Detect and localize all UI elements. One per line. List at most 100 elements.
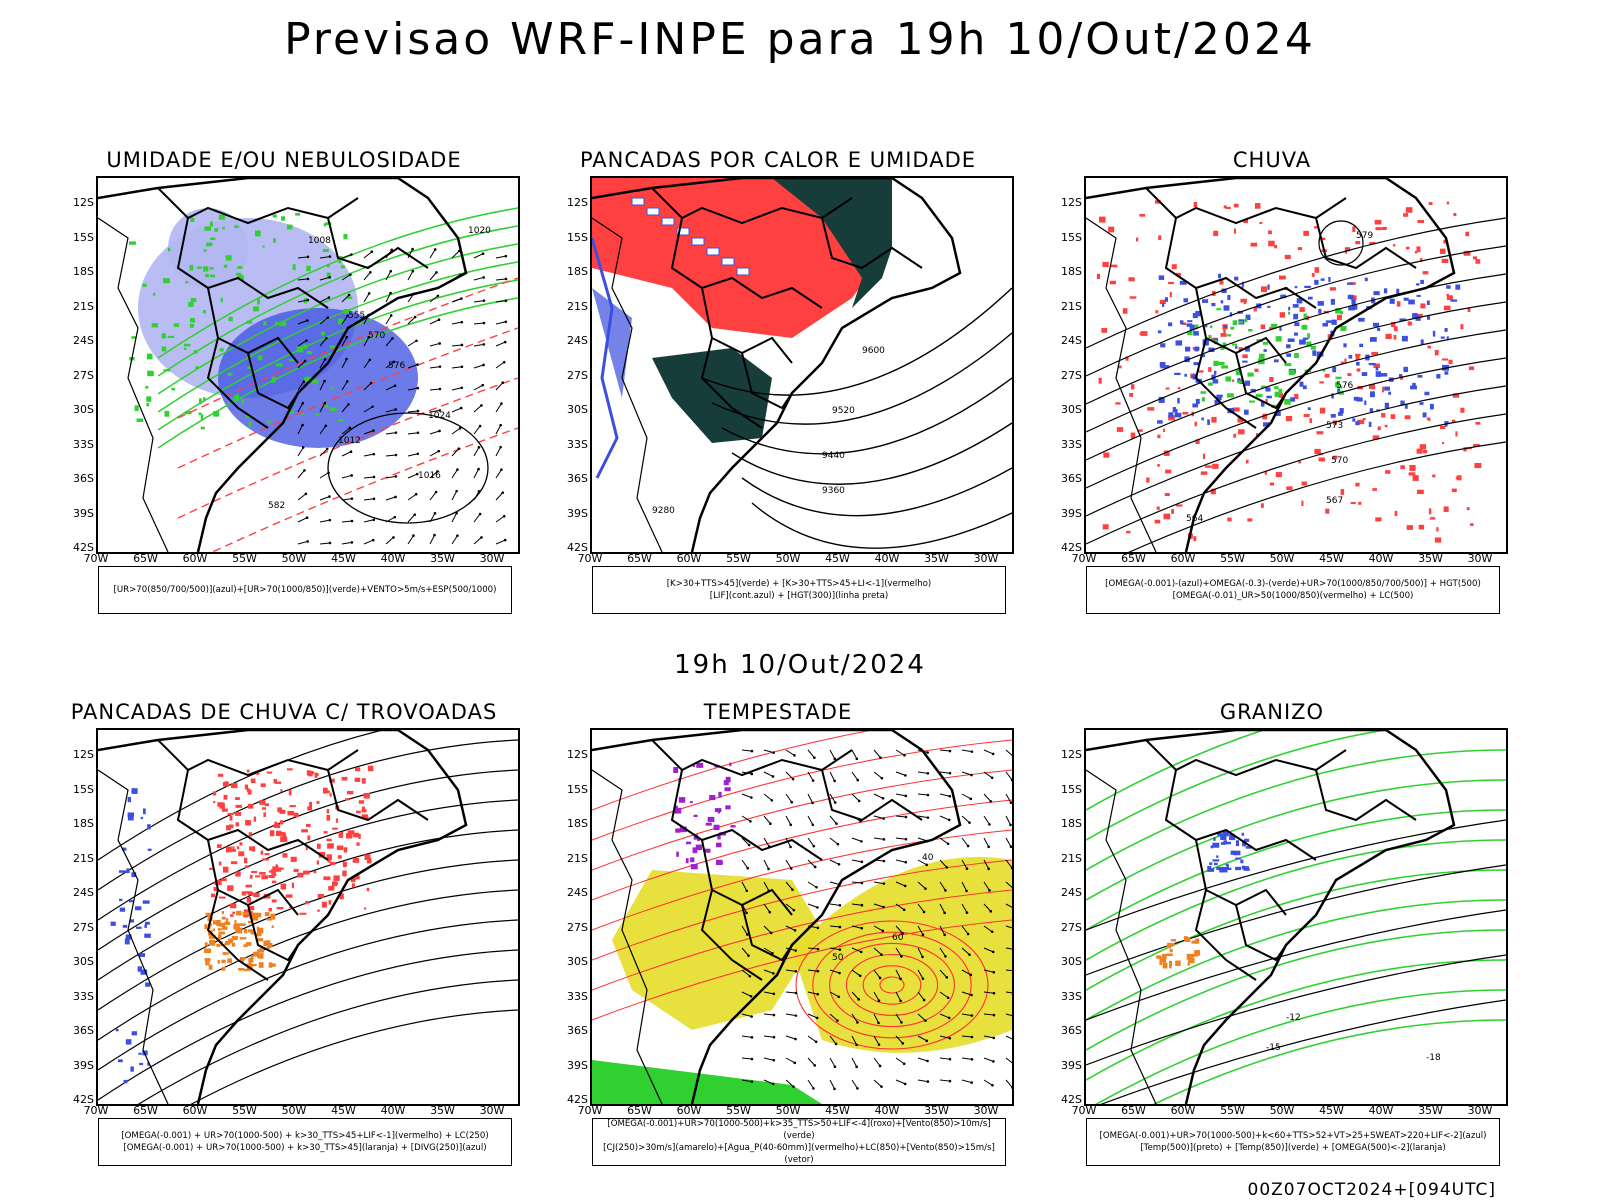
wind-vector — [763, 859, 770, 870]
rain-red-cell — [1115, 402, 1121, 405]
longitude-label: 70W — [83, 552, 109, 565]
wind-vector — [939, 771, 950, 774]
wind-vector-head — [305, 516, 309, 519]
divergence-blue-cell — [121, 847, 127, 851]
wind-vector — [917, 1079, 928, 1083]
rain-green-cell — [1322, 369, 1326, 372]
latitude-label: 36S — [73, 1024, 94, 1037]
wind-vector — [429, 491, 437, 501]
wind-vector-head — [926, 1080, 930, 1083]
rain-red-cell — [1417, 219, 1425, 224]
storm-red-cell — [328, 900, 332, 905]
storm-red-cell — [221, 808, 228, 812]
rain-green-cell — [1244, 318, 1248, 323]
divergence-blue-cell — [147, 848, 152, 851]
wind-vector-head — [502, 360, 506, 364]
storm-red-cell — [209, 867, 214, 870]
wind-vector — [741, 969, 751, 977]
rain-blue-cell — [1330, 414, 1336, 418]
divergence-blue-cell — [117, 1059, 123, 1063]
wind-vector — [385, 432, 396, 435]
divergence-blue-cell — [147, 1062, 150, 1066]
wind-vector-head — [992, 991, 996, 995]
wind-vector — [895, 1079, 906, 1085]
storm-orange-cell — [256, 927, 264, 934]
wind-vector-head — [745, 933, 749, 936]
divergence-blue-cell — [123, 1079, 128, 1084]
rain-red-cell — [1101, 327, 1108, 333]
storm-red-cell — [305, 844, 308, 851]
rain-red-cell — [1443, 305, 1451, 311]
severe-purple-cell — [713, 824, 720, 831]
hail-blue-cell — [1219, 869, 1224, 873]
wind-vector — [939, 749, 950, 752]
wind-vector — [341, 315, 349, 325]
wind-vector-head — [304, 492, 308, 496]
wind-vector-head — [813, 756, 816, 760]
divergence-blue-cell — [138, 953, 146, 957]
storm-orange-cell — [228, 938, 234, 943]
rain-blue-cell — [1368, 421, 1372, 427]
legend-text: [OMEGA(-0.001)+UR>70(1000-500)+k>35_TTS>… — [607, 1119, 991, 1141]
wind-vector — [473, 447, 480, 457]
severe-purple-cell — [692, 763, 696, 767]
divergence-blue-cell — [125, 1039, 132, 1045]
severe-purple-cell — [690, 857, 695, 863]
rain-red-cell — [1135, 237, 1139, 242]
rain-red-cell — [1159, 299, 1166, 305]
storm-red-cell — [253, 892, 260, 898]
wind-vector — [385, 315, 392, 325]
rain-blue-cell — [1286, 353, 1292, 357]
rain-red-cell — [1168, 415, 1175, 421]
wind-vector-head — [1010, 866, 1012, 870]
wind-vector-head — [794, 1037, 797, 1041]
lc250-streamline-line — [98, 829, 518, 981]
storm-orange-cell — [209, 939, 216, 946]
wind-vector-head — [833, 801, 837, 804]
wind-vector — [473, 322, 484, 325]
latitude-label: 27S — [73, 368, 94, 382]
storm-red-cell — [341, 776, 348, 781]
rain-blue-cell — [1202, 299, 1209, 303]
contour-label: 576 — [1336, 381, 1353, 391]
storm-red-cell — [238, 851, 245, 857]
instability-teal-area — [772, 178, 892, 308]
storm-red-cell — [235, 822, 240, 827]
storm-red-cell — [356, 810, 361, 814]
rain-green-cell — [1310, 345, 1316, 350]
rain-green-cell — [1306, 341, 1312, 347]
divergence-blue-cell — [124, 938, 130, 945]
wind-vector-head — [394, 453, 398, 457]
rain-red-cell — [1426, 417, 1431, 421]
longitude-label: 50W — [1269, 552, 1295, 565]
rain-red-cell — [1392, 244, 1396, 247]
wind-vector-head — [456, 468, 459, 471]
hgt500-streamline-line — [1086, 357, 1506, 489]
low-level-green-contour-line — [157, 261, 518, 413]
latitude-label: 33S — [1061, 437, 1082, 451]
wind-vector-head — [816, 947, 820, 951]
rain-green-cell — [1248, 400, 1255, 403]
wind-vector-head — [968, 953, 971, 956]
latitude-label: 30S — [1061, 955, 1082, 968]
wind-field — [297, 247, 508, 545]
severe-purple-cell — [696, 762, 704, 768]
rain-red-cell — [1146, 477, 1150, 483]
storm-red-cell — [351, 883, 355, 888]
rain-red-cell — [1303, 230, 1309, 236]
wind-vector-head — [925, 1039, 929, 1043]
rain-red-cell — [1255, 203, 1261, 209]
wind-vector-head — [369, 381, 373, 385]
wind-vector — [807, 1057, 816, 1066]
humidity-green-cell — [161, 346, 167, 352]
wind-vector-head — [480, 404, 483, 407]
wind-vector-head — [811, 801, 814, 805]
panel-umidade: UMIDADE E/OU NEBULOSIDADE 12S 15S 18S 21S 24S… — [54, 148, 520, 628]
wind-vector-head — [371, 538, 375, 542]
storm-red-cell — [317, 894, 325, 898]
andes-contour — [1086, 769, 1157, 1104]
rain-green-cell — [1257, 358, 1265, 365]
wind-vector — [451, 366, 462, 369]
wind-vector-head — [367, 335, 371, 339]
wind-vector — [895, 859, 906, 863]
